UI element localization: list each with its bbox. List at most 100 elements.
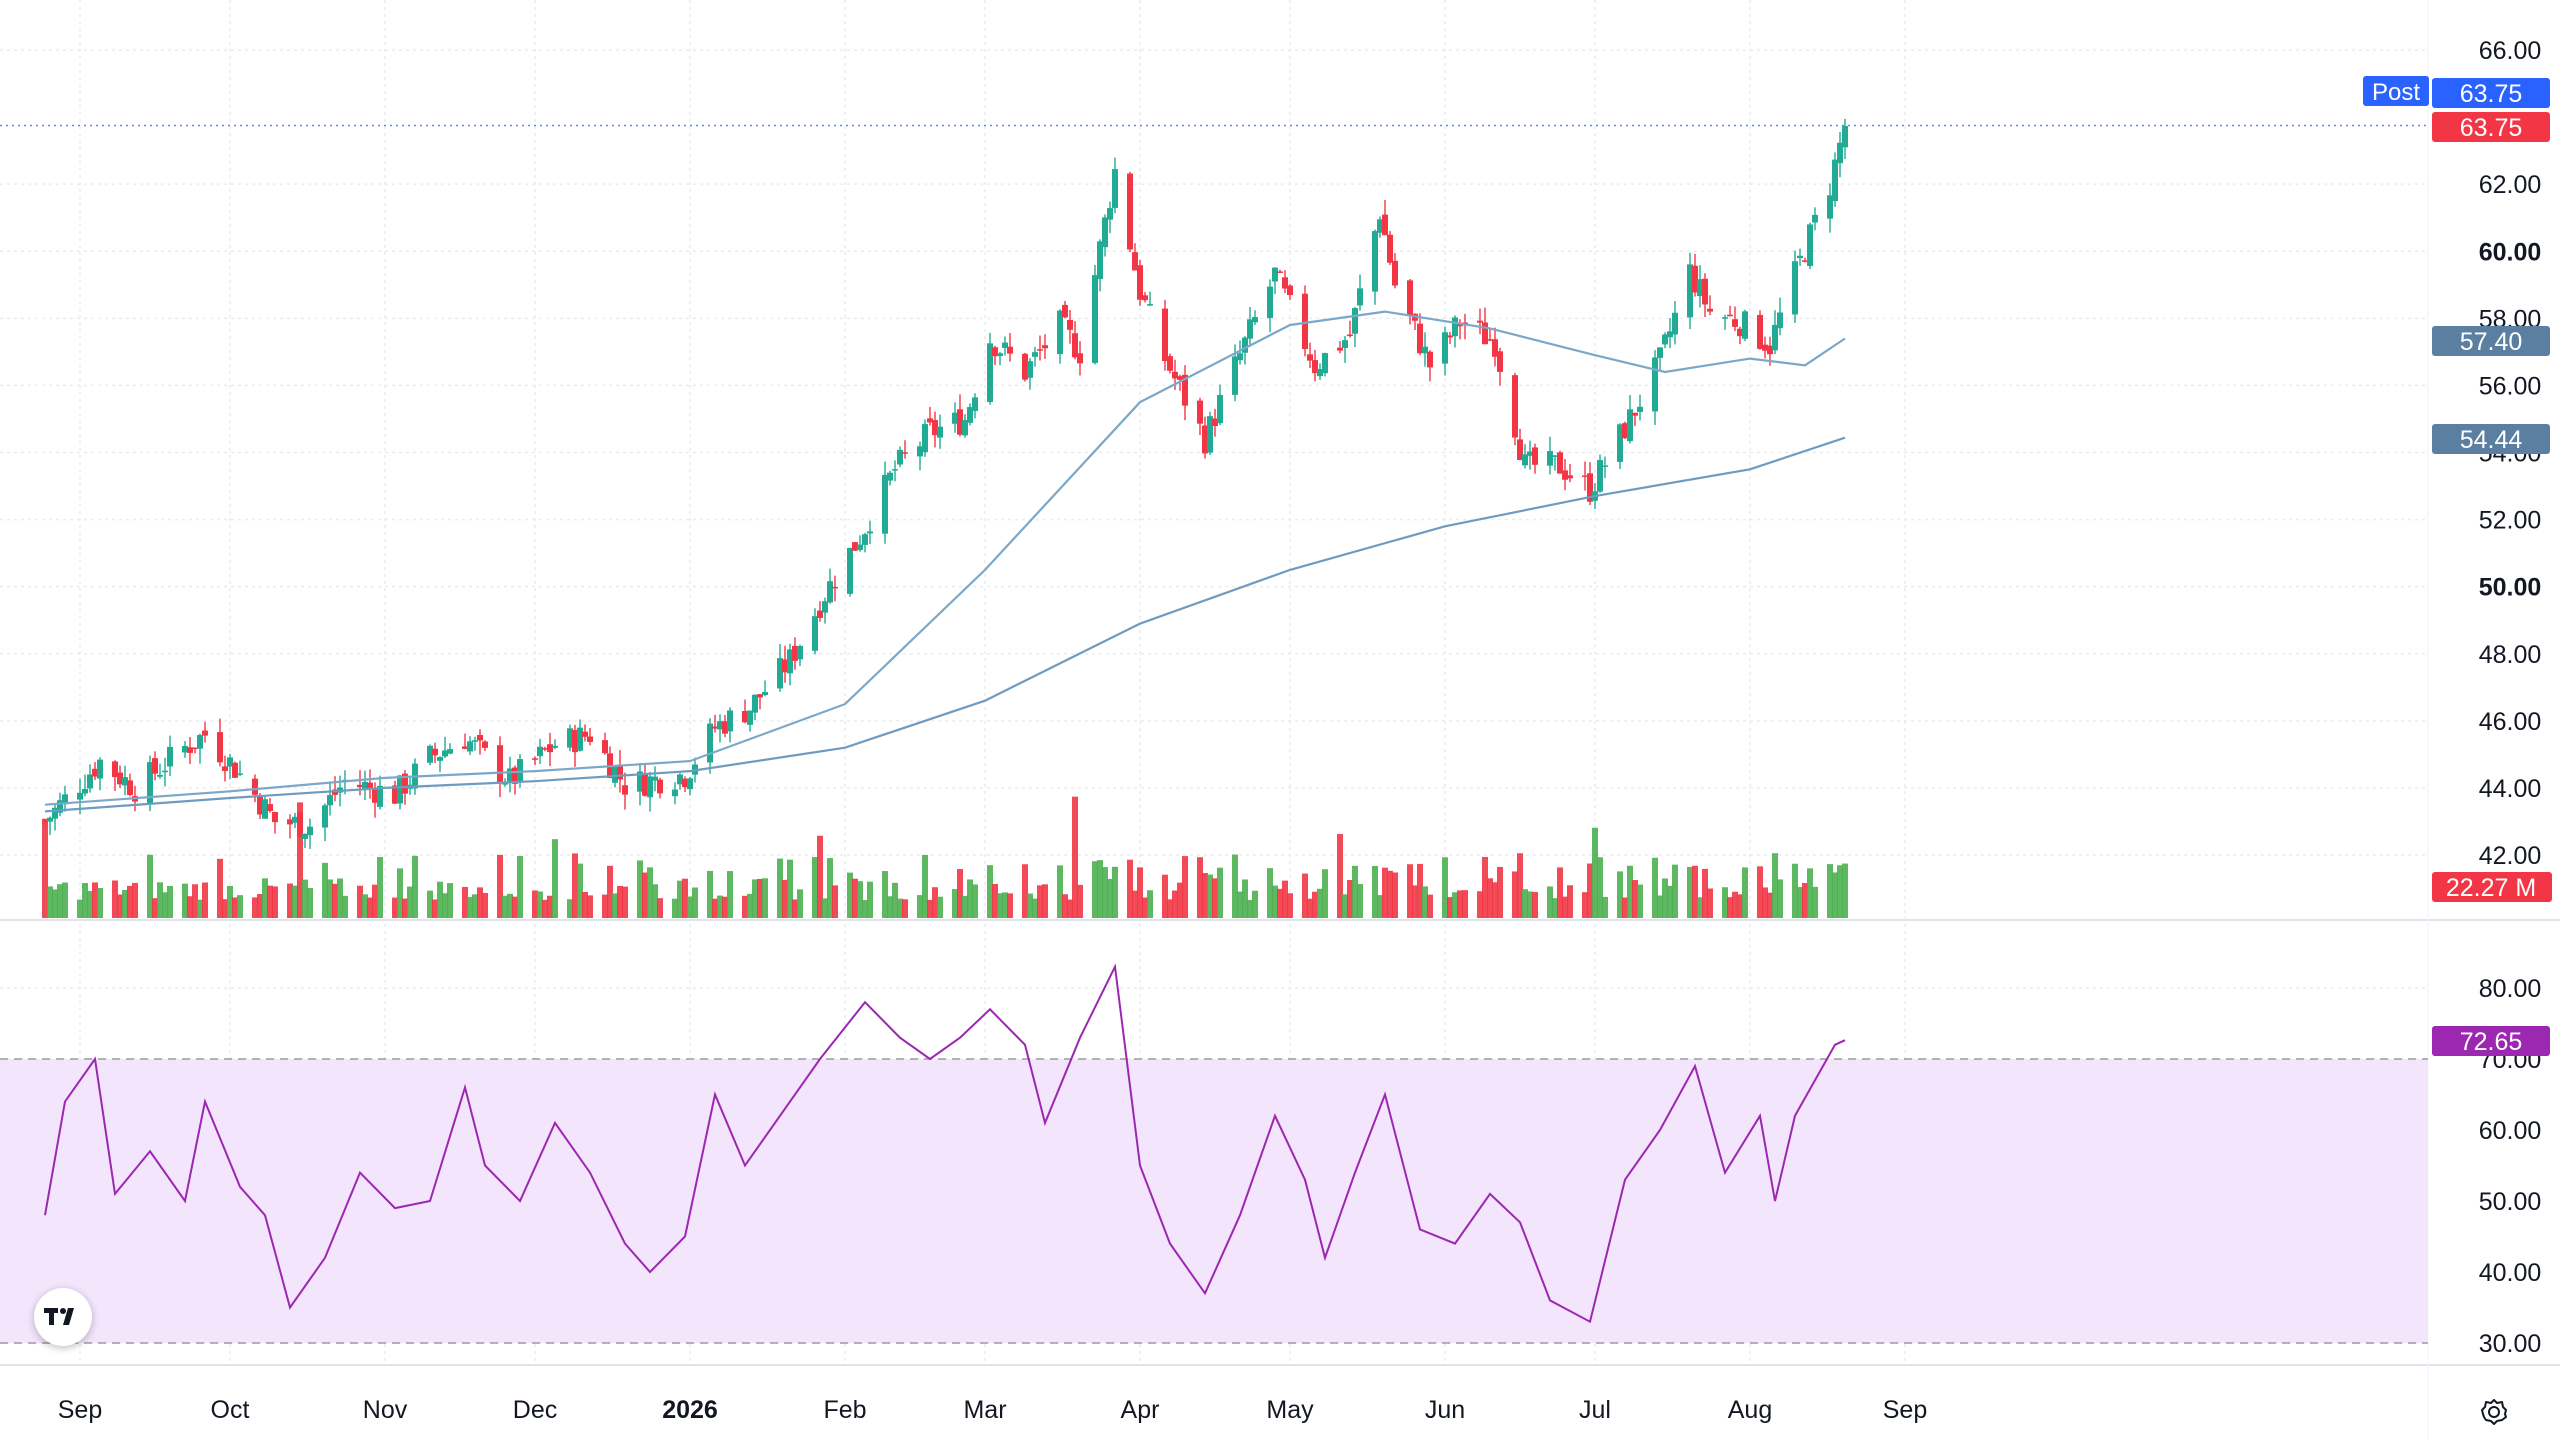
volume-bar bbox=[477, 887, 483, 918]
candle-body bbox=[882, 474, 888, 534]
candle-body bbox=[1062, 304, 1068, 318]
candle-body bbox=[232, 762, 238, 778]
candle-body bbox=[1232, 356, 1238, 395]
candle-body bbox=[1132, 252, 1138, 271]
candle-body bbox=[152, 758, 158, 774]
volume-bar bbox=[827, 858, 833, 918]
volume-bar bbox=[1062, 894, 1068, 918]
candle-body bbox=[827, 581, 833, 603]
candle-body bbox=[57, 800, 63, 813]
candle-body bbox=[932, 420, 938, 436]
candle-body bbox=[1772, 324, 1778, 351]
volume-bar bbox=[757, 878, 763, 918]
candle-body bbox=[222, 766, 228, 771]
candle-body bbox=[197, 735, 203, 749]
candle-body bbox=[357, 784, 363, 788]
candle-body bbox=[1562, 470, 1568, 480]
volume-bar bbox=[1042, 884, 1048, 918]
volume-bar bbox=[1722, 887, 1728, 918]
volume-bar bbox=[1412, 885, 1418, 918]
candle-body bbox=[712, 726, 718, 729]
candle-body bbox=[442, 750, 448, 757]
volume-bar bbox=[677, 880, 683, 918]
candle-body bbox=[722, 721, 728, 734]
volume-bar bbox=[77, 899, 83, 918]
tradingview-logo[interactable] bbox=[34, 1288, 92, 1346]
volume-bar bbox=[1307, 898, 1313, 918]
volume-bar bbox=[1137, 867, 1143, 918]
candle-body bbox=[1197, 400, 1203, 424]
volume-bar bbox=[1667, 885, 1673, 918]
volume-bar bbox=[1287, 893, 1293, 918]
candle-body bbox=[1202, 425, 1208, 454]
ma50-badge-bg bbox=[2432, 326, 2550, 356]
volume-bar bbox=[1757, 866, 1763, 918]
candle-body bbox=[1552, 455, 1558, 457]
volume-bar bbox=[392, 897, 398, 918]
candle-body bbox=[1382, 214, 1388, 236]
chart-settings-button[interactable] bbox=[2476, 1394, 2512, 1430]
volume-bar bbox=[257, 894, 263, 918]
volume-bar bbox=[1347, 880, 1353, 918]
volume-bar bbox=[1842, 863, 1848, 918]
price-tick-label: 66.00 bbox=[2479, 37, 2542, 65]
price-tick-label: 42.00 bbox=[2479, 842, 2542, 870]
volume-bar bbox=[112, 880, 118, 918]
volume-bar bbox=[922, 854, 928, 918]
volume-bar bbox=[1797, 887, 1803, 918]
volume-bar bbox=[162, 892, 168, 918]
candle-body bbox=[1442, 332, 1448, 364]
volume-bar bbox=[852, 878, 858, 918]
candle-body bbox=[127, 780, 133, 796]
volume-bar bbox=[192, 884, 198, 918]
volume-bar bbox=[447, 883, 453, 918]
candle-body bbox=[1177, 376, 1183, 380]
candle-body bbox=[1582, 475, 1588, 477]
candle-body bbox=[1302, 293, 1308, 349]
candle-body bbox=[652, 776, 658, 781]
candle-body bbox=[582, 731, 588, 737]
candle-body bbox=[82, 788, 88, 794]
volume-bar bbox=[1202, 873, 1208, 918]
volume-bar bbox=[1427, 894, 1433, 918]
candle-body bbox=[1137, 265, 1143, 300]
rsi-tick-label: 80.00 bbox=[2479, 975, 2542, 1003]
volume-bar bbox=[812, 857, 818, 918]
rsi-line bbox=[44, 963, 1846, 1324]
volume-bar bbox=[722, 896, 728, 918]
candle-body bbox=[547, 744, 553, 753]
candle-body bbox=[952, 412, 958, 424]
volume-bar bbox=[1672, 864, 1678, 918]
candle-body bbox=[52, 807, 58, 819]
volume-bar bbox=[1242, 879, 1248, 918]
volume-bar bbox=[927, 899, 933, 918]
volume-bar bbox=[1702, 868, 1708, 918]
candle-body bbox=[937, 426, 943, 438]
last-price-badge-text: 63.75 bbox=[2460, 114, 2523, 142]
volume-bar bbox=[532, 890, 538, 918]
volume-bar bbox=[1167, 899, 1173, 918]
post-price-badge-bg bbox=[2432, 78, 2550, 108]
volume-bar bbox=[787, 859, 793, 918]
volume-bar bbox=[1697, 897, 1703, 918]
volume-bar bbox=[792, 899, 798, 918]
volume-bar bbox=[602, 894, 608, 918]
time-tick-label: Jun bbox=[1425, 1396, 1465, 1424]
candle-body bbox=[987, 343, 993, 403]
volume-bar bbox=[1777, 879, 1783, 918]
volume-bar bbox=[262, 878, 268, 918]
candle-body bbox=[1452, 317, 1458, 337]
volume-bar bbox=[1037, 885, 1043, 918]
volume-bar bbox=[1247, 899, 1253, 918]
candle-body bbox=[1497, 351, 1503, 372]
volume-bar bbox=[1522, 889, 1528, 918]
candle-body bbox=[432, 748, 438, 756]
volume-bar bbox=[1737, 894, 1743, 918]
time-tick-label: Mar bbox=[963, 1396, 1006, 1424]
volume-bar bbox=[1302, 873, 1308, 918]
candle-body bbox=[252, 778, 258, 795]
volume-bar bbox=[1382, 867, 1388, 918]
candle-body bbox=[302, 833, 308, 839]
